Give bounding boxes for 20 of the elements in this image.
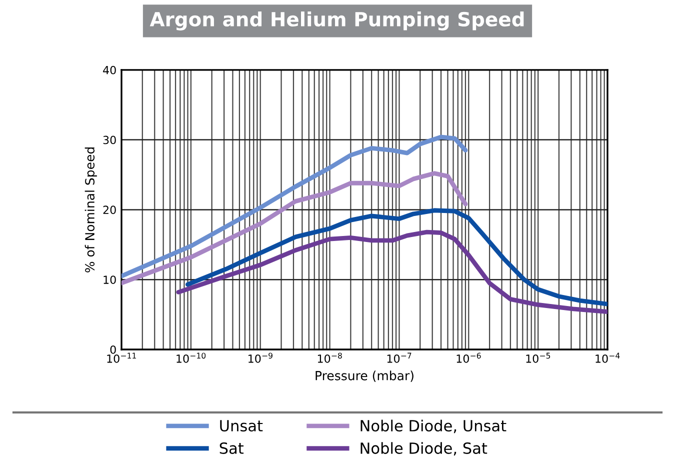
y-tick-label: 0	[110, 345, 116, 354]
x-tick-label: 10$^{−11}$	[107, 352, 136, 363]
x-tick-label: 10$^{−5}$	[526, 352, 550, 363]
y-tick-label: 20	[103, 206, 116, 214]
y-tick-label: 30	[103, 136, 116, 144]
y-tick-label: 10	[104, 276, 116, 284]
legend-label: Unsat	[220, 420, 263, 432]
x-tick-label: 10$^{−6}$	[456, 352, 481, 363]
y-tick-label: 40	[103, 66, 116, 74]
y-axis-title: % of Nominal Speed	[84, 147, 97, 272]
x-tick-label: 10$^{−9}$	[248, 352, 272, 363]
x-tick-label: 10$^{−8}$	[318, 352, 342, 363]
legend-label: Noble Diode, Unsat	[360, 420, 506, 434]
legend-label: Sat	[220, 442, 244, 454]
x-tick-label: 10$^{−10}$	[176, 352, 206, 363]
x-axis-title: Pressure (mbar)	[316, 370, 414, 382]
legend-label: Noble Diode, Sat	[360, 442, 488, 456]
x-tick-label: 10$^{−4}$	[596, 352, 620, 363]
x-tick-label: 10$^{−7}$	[387, 352, 412, 363]
chart-title: Argon and Helium Pumping Speed	[150, 11, 524, 30]
